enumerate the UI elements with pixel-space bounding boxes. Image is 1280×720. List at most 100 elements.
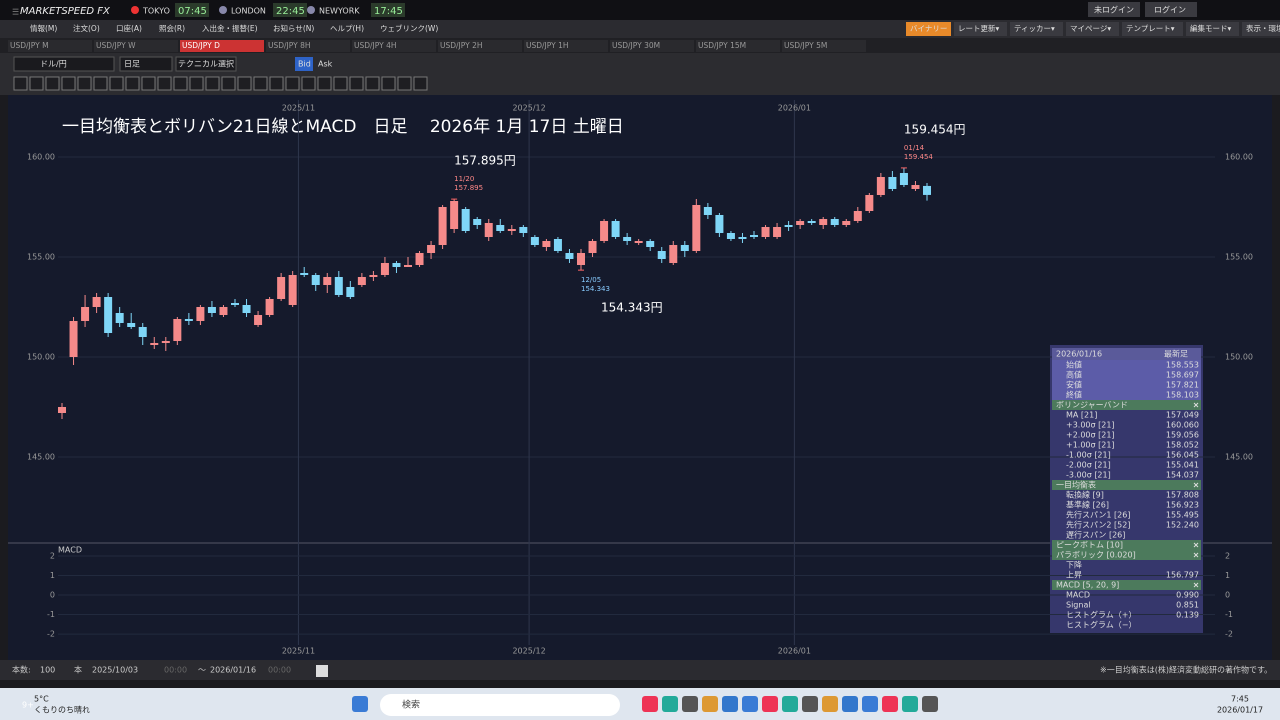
- tool-icon[interactable]: [77, 76, 92, 91]
- menu-item[interactable]: 注文(O): [73, 23, 100, 33]
- bid-button[interactable]: [295, 57, 313, 71]
- menu-right-button[interactable]: [1010, 22, 1063, 36]
- taskbar-icon[interactable]: [742, 696, 758, 712]
- tool-icon[interactable]: [221, 76, 236, 91]
- tab[interactable]: [696, 40, 780, 52]
- menu-right-button[interactable]: [1242, 22, 1280, 36]
- pair[interactable]: ドル/円: [40, 60, 67, 69]
- search-box[interactable]: [380, 694, 620, 716]
- menu-right-item[interactable]: テンプレート▾: [1126, 24, 1175, 33]
- menu-item[interactable]: 口座(A): [116, 23, 142, 33]
- tool-icon[interactable]: [93, 76, 108, 91]
- section-close[interactable]: [1193, 402, 1199, 408]
- tab[interactable]: [8, 40, 92, 52]
- tool-icon[interactable]: [109, 76, 124, 91]
- menu-right-item[interactable]: バイナリー: [910, 24, 947, 33]
- taskbar-icon[interactable]: [702, 696, 718, 712]
- tool-icon[interactable]: [285, 76, 300, 91]
- taskbar-icon[interactable]: [642, 696, 658, 712]
- search-text[interactable]: 検索: [402, 699, 420, 711]
- menu-right-button[interactable]: [954, 22, 1007, 36]
- tab-label[interactable]: USD/JPY 4H: [354, 41, 397, 50]
- login-button[interactable]: [1145, 2, 1197, 17]
- menu-right-button[interactable]: [1066, 22, 1119, 36]
- technical[interactable]: テクニカル選択: [178, 59, 234, 69]
- tab-label[interactable]: USD/JPY 2H: [440, 41, 483, 50]
- tab[interactable]: [610, 40, 694, 52]
- tool-icon[interactable]: [173, 76, 188, 91]
- tab[interactable]: [352, 40, 436, 52]
- menu-item[interactable]: ヘルプ(H): [330, 24, 364, 33]
- menu-item[interactable]: 入出金・振替(E): [202, 23, 258, 33]
- menu-right-item[interactable]: ティッカー▾: [1014, 24, 1055, 33]
- tool-icon[interactable]: [45, 76, 60, 91]
- tab[interactable]: [782, 40, 866, 52]
- menu-item[interactable]: 照会(R): [159, 23, 185, 33]
- refresh-button[interactable]: [316, 665, 328, 677]
- tab-label[interactable]: USD/JPY 1H: [526, 41, 569, 50]
- tool-icon[interactable]: [317, 76, 332, 91]
- pair-select[interactable]: [13, 56, 115, 72]
- tool-icon[interactable]: [365, 76, 380, 91]
- taskbar-icon[interactable]: [922, 696, 938, 712]
- tool-icon[interactable]: [381, 76, 396, 91]
- tab-label[interactable]: USD/JPY W: [96, 41, 136, 50]
- login-text[interactable]: ログイン: [1154, 5, 1186, 15]
- menu-item[interactable]: 情報(M): [30, 23, 57, 33]
- tool-icon[interactable]: [13, 76, 28, 91]
- tool-icon[interactable]: [61, 76, 76, 91]
- tab[interactable]: [266, 40, 350, 52]
- taskbar-icon[interactable]: [882, 696, 898, 712]
- taskbar-icon[interactable]: [662, 696, 678, 712]
- tool-icon[interactable]: [189, 76, 204, 91]
- tool-icon[interactable]: [157, 76, 172, 91]
- tool-icon[interactable]: [205, 76, 220, 91]
- tab-label[interactable]: USD/JPY 15M: [698, 41, 746, 50]
- menu-right-button[interactable]: [1186, 22, 1239, 36]
- menu-right-item[interactable]: マイページ▾: [1070, 24, 1111, 33]
- menu-item[interactable]: お知らせ(N): [273, 23, 314, 33]
- tool-icon[interactable]: [253, 76, 268, 91]
- menu-right-button[interactable]: [1122, 22, 1183, 36]
- tool-icon[interactable]: [29, 76, 44, 91]
- tool-icon[interactable]: [397, 76, 412, 91]
- ask[interactable]: Ask: [318, 60, 333, 69]
- section-close[interactable]: [1193, 542, 1199, 548]
- tool-icon[interactable]: [237, 76, 252, 91]
- taskbar-icon[interactable]: [822, 696, 838, 712]
- tool-icon[interactable]: [141, 76, 156, 91]
- tool-icon[interactable]: [349, 76, 364, 91]
- menu-right-button[interactable]: [906, 22, 951, 36]
- menu-right-item[interactable]: 編集モード▾: [1190, 23, 1231, 33]
- menu-item[interactable]: ウェブリンク(W): [380, 23, 438, 33]
- tool-icon[interactable]: [269, 76, 284, 91]
- taskbar-icon[interactable]: [782, 696, 798, 712]
- tab-label[interactable]: USD/JPY D: [182, 41, 220, 50]
- tool-icon[interactable]: [125, 76, 140, 91]
- section-close[interactable]: [1193, 482, 1199, 488]
- tool-icon[interactable]: [333, 76, 348, 91]
- taskbar-icon[interactable]: [902, 696, 918, 712]
- section-close[interactable]: [1193, 552, 1199, 558]
- menu-right-item[interactable]: レート更新▾: [958, 23, 999, 33]
- taskbar-icon[interactable]: [722, 696, 738, 712]
- taskbar-icon[interactable]: [762, 696, 778, 712]
- taskbar-icon[interactable]: [842, 696, 858, 712]
- tab[interactable]: [180, 40, 264, 52]
- taskbar-icon[interactable]: [352, 696, 368, 712]
- taskbar-icon[interactable]: [802, 696, 818, 712]
- tab[interactable]: [94, 40, 178, 52]
- taskbar-icon[interactable]: [862, 696, 878, 712]
- menu-right-item[interactable]: 表示・環境設定▾: [1246, 23, 1280, 33]
- bid[interactable]: Bid: [298, 60, 311, 69]
- period[interactable]: 日足: [124, 60, 140, 69]
- tab[interactable]: [524, 40, 608, 52]
- period-select[interactable]: [119, 56, 173, 72]
- tool-icon[interactable]: [413, 76, 428, 91]
- tab-label[interactable]: USD/JPY M: [10, 41, 49, 50]
- tab[interactable]: [438, 40, 522, 52]
- tab-label[interactable]: USD/JPY 8H: [268, 41, 311, 50]
- tab-label[interactable]: USD/JPY 30M: [612, 41, 660, 50]
- section-close[interactable]: [1193, 582, 1199, 588]
- taskbar-icon[interactable]: [682, 696, 698, 712]
